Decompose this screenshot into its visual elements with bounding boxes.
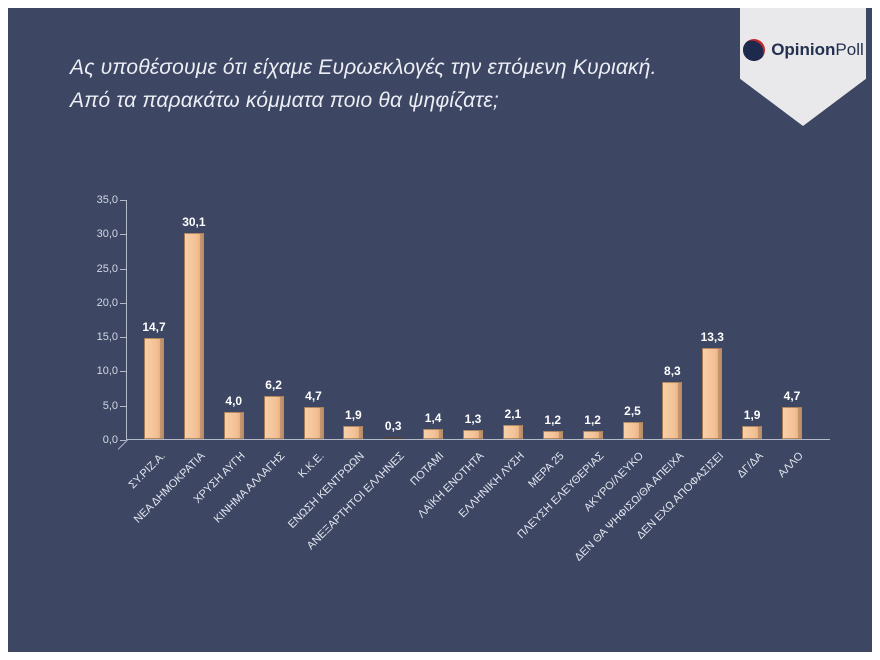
- y-tick-mark: [120, 302, 126, 304]
- opinionpoll-logo: OpinionPoll: [740, 8, 866, 126]
- bar-value-label: 1,9: [743, 408, 761, 422]
- x-category-label: ΕΝΩΣΗ ΚΕΝΤΡΩΩΝ: [285, 450, 367, 531]
- logo-text-bold: Opinion: [771, 40, 836, 59]
- bar-value-label: 8,3: [664, 364, 681, 378]
- page-title: Ας υποθέσουμε ότι είχαμε Ευρωεκλογές την…: [70, 52, 690, 117]
- plot-area: 35,0 30,0 25,0 20,0 15,0 10,0 5,0 0,0 ΣΥ.ΡΙΖ.Α.…: [97, 194, 830, 564]
- x-category-label: ΔΓ/ΔΑ: [735, 450, 766, 481]
- opinionpoll-sphere-icon: [743, 39, 766, 61]
- x-axis-labels: ΣΥ.ΡΙΖ.Α. ΝΕΑ ΔΗΜΟΚΡΑΤΙΑ ΧΡΥΣΗ ΑΥΓΗ ΚΙΝΗΜΑ …: [126, 440, 828, 630]
- y-tick-label: 25,0: [96, 262, 118, 275]
- y-axis-ticks: 35,0 30,0 25,0 20,0 15,0 10,0 5,0 0,0: [62, 194, 118, 446]
- y-tick-label: 35,0: [96, 194, 118, 206]
- x-axis-line: [126, 439, 830, 440]
- bar-4: [263, 396, 284, 439]
- y-tick-mark: [120, 200, 126, 201]
- logo-row: OpinionPoll: [740, 38, 866, 62]
- title-line-1: Ας υποθέσουμε ότι είχαμε Ευρωεκλογές την…: [70, 56, 657, 79]
- x-category-label: ΝΕΑ ΔΗΜΟΚΡΑΤΙΑ: [131, 450, 208, 526]
- bar-15: [702, 348, 723, 439]
- bar-value-label: 0,3: [384, 419, 402, 433]
- y-tick-label: 30,0: [96, 228, 118, 241]
- y-tick-mark: [120, 234, 126, 236]
- bar-13: [622, 422, 643, 439]
- bar-11: [542, 431, 563, 439]
- bar-value-label: 6,2: [265, 378, 282, 392]
- bar-value-label: 1,3: [464, 412, 482, 426]
- bar-10: [502, 425, 523, 439]
- bar-value-label: 4,0: [225, 394, 243, 408]
- bar-value-label: 2,1: [504, 407, 522, 421]
- x-category-label: ΣΥ.ΡΙΖ.Α.: [126, 450, 168, 492]
- y-tick-mark: [120, 268, 126, 270]
- bar-7: [383, 437, 404, 439]
- x-category-label: ΜΕΡΑ 25: [525, 450, 567, 491]
- y-tick-label: 10,0: [96, 365, 118, 378]
- y-axis-line: [126, 200, 127, 440]
- x-category-label: ΚΙΝΗΜΑ ΑΛΛΑΓΗΣ: [211, 450, 288, 526]
- bar-value-label: 13,3: [700, 330, 724, 344]
- bar-1: [144, 338, 164, 439]
- y-tick-label: 0,0: [102, 434, 118, 446]
- bar-value-label: 1,4: [424, 411, 442, 425]
- bar-value-label: 1,9: [345, 408, 362, 422]
- slide-background: Ας υποθέσουμε ότι είχαμε Ευρωεκλογές την…: [8, 8, 872, 652]
- bar-8: [423, 429, 444, 439]
- bar-value-label: 4,7: [783, 389, 801, 403]
- x-category-label: ΑΛΛΟ: [775, 450, 806, 480]
- bar-value-label: 2,5: [624, 404, 641, 418]
- bar-17: [782, 407, 802, 439]
- bar-value-label: 14,7: [142, 320, 166, 334]
- bar-value-label: 1,2: [584, 413, 601, 427]
- y-tick-label: 5,0: [102, 399, 118, 412]
- y-tick-mark: [120, 371, 126, 373]
- bar-12: [582, 431, 603, 439]
- y-tick-label: 15,0: [96, 331, 118, 344]
- bar-3: [223, 412, 244, 439]
- bar-6: [343, 426, 364, 439]
- y-tick-mark: [120, 405, 126, 407]
- bar-14: [662, 382, 683, 439]
- bar-value-label: 4,7: [305, 389, 322, 403]
- bar-2: [183, 233, 204, 439]
- bar-16: [742, 426, 763, 439]
- y-tick-mark: [120, 440, 126, 441]
- bar-5: [303, 407, 324, 439]
- bar-value-label: 1,2: [544, 413, 562, 427]
- title-line-2: Από τα παρακάτω κόμματα ποιο θα ψηφίζατε…: [70, 88, 499, 112]
- logo-text-regular: Poll: [835, 40, 864, 59]
- logo-text: OpinionPoll: [771, 40, 864, 60]
- bar-9: [463, 430, 483, 439]
- x-category-label: Κ.Κ.Ε.: [296, 450, 327, 481]
- bar-value-label: 30,1: [182, 215, 206, 229]
- x-category-label: ΠΟΤΑΜΙ: [408, 450, 447, 489]
- y-tick-mark: [120, 337, 126, 339]
- y-tick-label: 20,0: [96, 296, 118, 309]
